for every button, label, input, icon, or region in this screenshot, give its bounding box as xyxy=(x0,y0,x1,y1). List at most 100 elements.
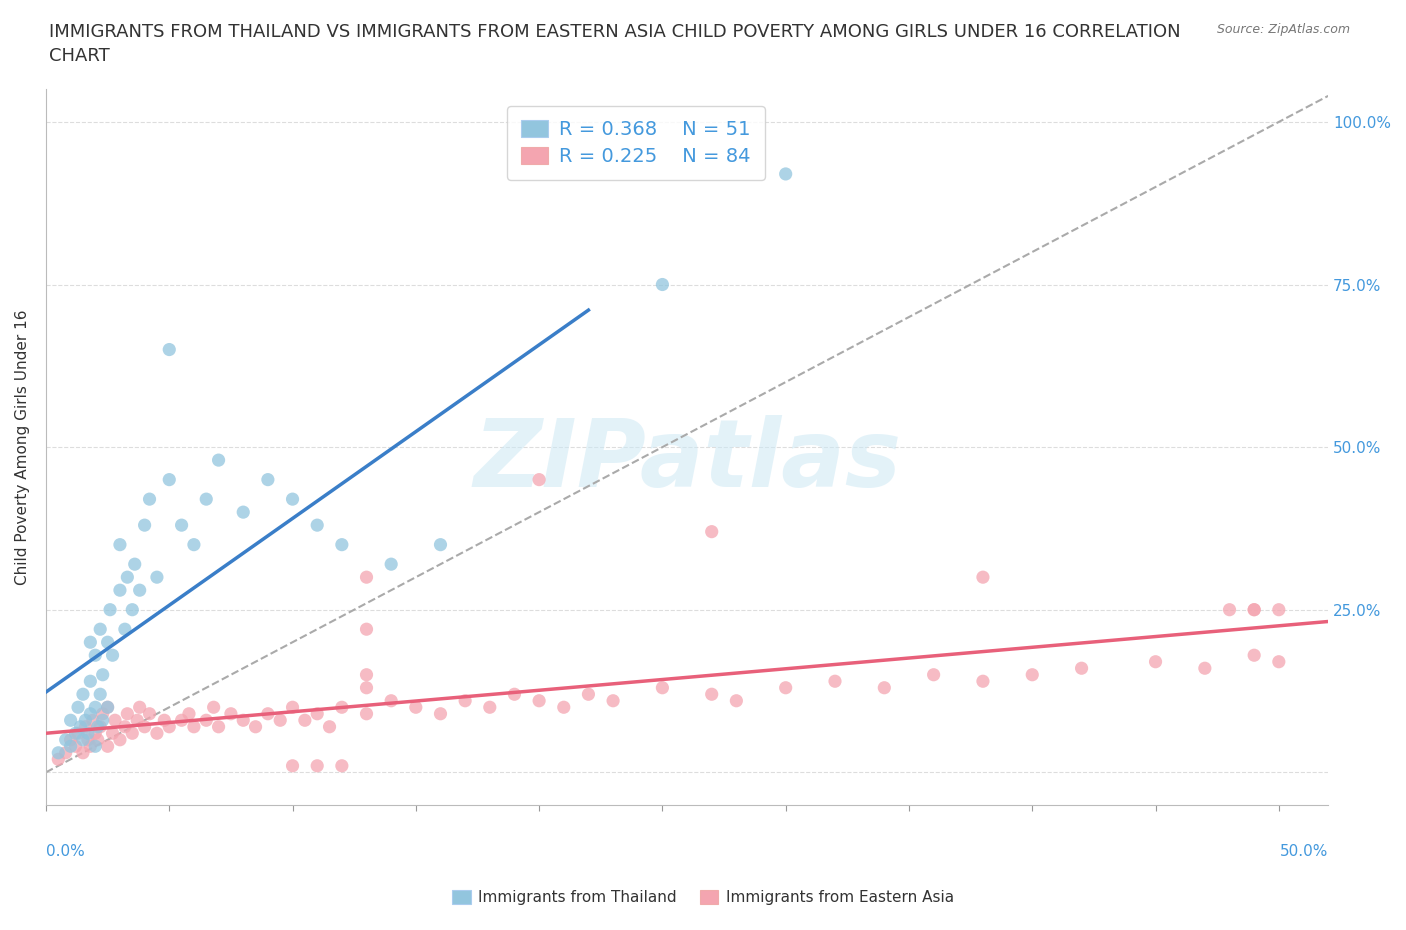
Text: ZIPatlas: ZIPatlas xyxy=(472,416,901,508)
Point xyxy=(824,674,846,689)
Point xyxy=(307,758,329,773)
Point xyxy=(356,622,378,637)
Point xyxy=(55,732,77,747)
Point xyxy=(232,712,254,727)
Point xyxy=(65,725,87,740)
Point xyxy=(117,570,139,585)
Point xyxy=(356,681,378,696)
Point xyxy=(153,712,176,727)
Point xyxy=(134,518,156,533)
Point xyxy=(578,687,600,702)
Point xyxy=(46,751,69,766)
Point xyxy=(232,505,254,520)
Legend: R = 0.368    N = 51, R = 0.225    N = 84: R = 0.368 N = 51, R = 0.225 N = 84 xyxy=(508,106,765,180)
Point xyxy=(128,699,150,714)
Point xyxy=(330,758,353,773)
Point xyxy=(97,635,120,650)
Point xyxy=(146,570,169,585)
Point xyxy=(454,693,477,708)
Point xyxy=(55,745,77,760)
Text: 50.0%: 50.0% xyxy=(1279,844,1329,859)
Point xyxy=(281,492,304,507)
Point xyxy=(157,342,180,357)
Point xyxy=(527,472,550,487)
Point xyxy=(294,712,316,727)
Point xyxy=(1243,603,1265,618)
Point xyxy=(128,583,150,598)
Point xyxy=(79,738,101,753)
Point xyxy=(356,706,378,721)
Point xyxy=(98,603,121,618)
Point xyxy=(380,693,402,708)
Point xyxy=(269,712,291,727)
Point xyxy=(1268,655,1291,670)
Point xyxy=(72,732,94,747)
Point xyxy=(1021,668,1043,683)
Point xyxy=(146,725,169,740)
Point xyxy=(87,719,110,734)
Point xyxy=(429,538,451,552)
Point xyxy=(89,687,111,702)
Point xyxy=(97,699,120,714)
Point xyxy=(75,712,97,727)
Point xyxy=(245,719,267,734)
Point xyxy=(87,732,110,747)
Point xyxy=(134,719,156,734)
Point xyxy=(972,570,994,585)
Point xyxy=(84,738,107,753)
Point xyxy=(84,699,107,714)
Point xyxy=(79,706,101,721)
Point xyxy=(318,719,340,734)
Point xyxy=(503,687,526,702)
Point xyxy=(79,635,101,650)
Point xyxy=(195,712,218,727)
Point xyxy=(66,699,89,714)
Point xyxy=(527,693,550,708)
Point xyxy=(91,706,114,721)
Point xyxy=(108,732,131,747)
Point xyxy=(89,622,111,637)
Point xyxy=(307,518,329,533)
Point xyxy=(1243,603,1265,618)
Point xyxy=(1144,655,1167,670)
Point xyxy=(59,732,82,747)
Text: 0.0%: 0.0% xyxy=(46,844,84,859)
Point xyxy=(97,699,120,714)
Point xyxy=(72,745,94,760)
Point xyxy=(157,472,180,487)
Point xyxy=(700,687,723,702)
Point xyxy=(281,758,304,773)
Point xyxy=(219,706,242,721)
Point xyxy=(82,712,104,727)
Point xyxy=(380,557,402,572)
Point xyxy=(108,538,131,552)
Point xyxy=(1268,603,1291,618)
Point xyxy=(602,693,624,708)
Text: IMMIGRANTS FROM THAILAND VS IMMIGRANTS FROM EASTERN ASIA CHILD POVERTY AMONG GIR: IMMIGRANTS FROM THAILAND VS IMMIGRANTS F… xyxy=(49,23,1181,65)
Point xyxy=(117,706,139,721)
Point xyxy=(138,706,160,721)
Point xyxy=(59,712,82,727)
Point xyxy=(108,583,131,598)
Point xyxy=(79,674,101,689)
Point xyxy=(170,712,193,727)
Point xyxy=(91,712,114,727)
Point xyxy=(77,725,100,740)
Point xyxy=(170,518,193,533)
Point xyxy=(553,699,575,714)
Point xyxy=(478,699,501,714)
Point xyxy=(91,668,114,683)
Point xyxy=(356,668,378,683)
Point xyxy=(101,648,124,663)
Point xyxy=(257,706,280,721)
Point xyxy=(651,681,673,696)
Point xyxy=(725,693,748,708)
Point xyxy=(429,706,451,721)
Point xyxy=(69,719,91,734)
Point xyxy=(775,166,797,181)
Point xyxy=(121,725,143,740)
Point xyxy=(138,492,160,507)
Point xyxy=(1194,661,1216,676)
Point xyxy=(65,738,87,753)
Point xyxy=(97,738,120,753)
